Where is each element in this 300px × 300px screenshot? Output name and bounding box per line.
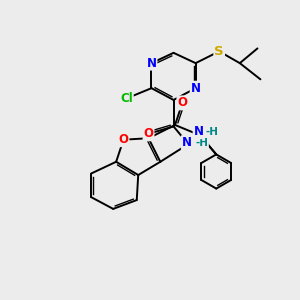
Text: N: N [194,125,204,138]
Text: N: N [182,136,192,149]
Text: O: O [177,96,188,110]
Text: Cl: Cl [120,92,133,105]
Text: -H: -H [206,127,219,137]
Text: N: N [190,82,201,95]
Text: O: O [143,127,154,140]
Text: -H: -H [195,138,208,148]
Text: O: O [118,133,128,146]
Text: S: S [214,45,224,58]
Text: N: N [146,57,157,70]
